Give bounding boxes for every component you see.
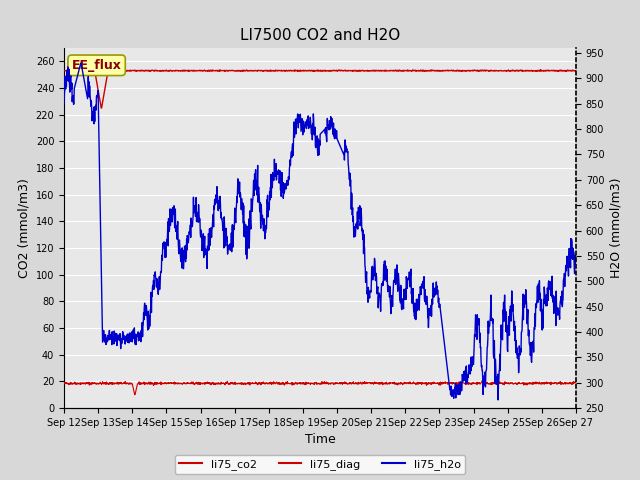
Text: EE_flux: EE_flux	[72, 59, 122, 72]
Title: LI7500 CO2 and H2O: LI7500 CO2 and H2O	[240, 28, 400, 43]
Legend: li75_co2, li75_diag, li75_h2o: li75_co2, li75_diag, li75_h2o	[175, 455, 465, 474]
X-axis label: Time: Time	[305, 433, 335, 446]
Y-axis label: CO2 (mmol/m3): CO2 (mmol/m3)	[17, 178, 30, 278]
Y-axis label: H2O (mmol/m3): H2O (mmol/m3)	[610, 178, 623, 278]
